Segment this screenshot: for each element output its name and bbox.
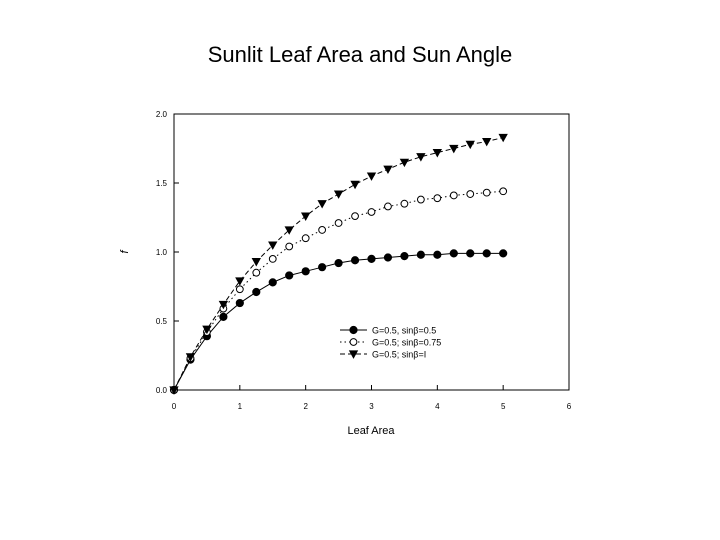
legend-marker [348,350,359,359]
data-point [400,252,409,261]
y-tick-label: 0.5 [156,317,168,326]
data-point [449,144,459,154]
data-point [350,256,360,265]
data-point [251,258,261,267]
legend-marker [349,338,358,346]
data-point [235,298,244,308]
y-tick-label: 0.0 [156,386,168,395]
data-point [350,180,360,190]
data-point [252,268,261,277]
x-tick-label: 1 [238,402,243,411]
data-point [384,202,392,211]
y-tick-label: 1.5 [156,179,168,188]
data-point [268,278,277,287]
data-point [482,137,492,147]
data-point [449,191,458,200]
x-tick-label: 5 [501,402,506,411]
data-point [466,190,475,198]
data-point [268,255,277,263]
y-tick-label: 2.0 [156,110,168,119]
series-2 [170,187,508,394]
data-point [268,241,278,250]
data-point [252,287,261,297]
data-point [433,250,442,259]
data-point [399,158,410,168]
data-point [416,195,425,204]
legend-label: G=0.5; sinβ=I [372,350,426,360]
data-point [433,194,442,203]
data-point [400,199,409,208]
data-point [318,263,327,272]
data-point [284,226,294,235]
y-tick-label: 1.0 [156,248,168,257]
x-axis-label: Leaf Area [347,425,395,437]
data-point [300,212,311,221]
data-point [285,242,294,251]
data-point [416,153,426,162]
data-point [219,312,228,321]
data-point [367,254,376,263]
data-point [416,250,425,259]
data-point [465,140,475,150]
data-point [482,249,491,258]
data-point [499,249,508,258]
x-tick-label: 0 [172,402,177,411]
data-point [466,249,475,258]
legend-label: G=0.5; sinβ=0.75 [372,338,441,348]
legend-marker [349,325,358,335]
data-point [367,208,376,216]
data-point [432,149,443,158]
data-point [333,190,344,199]
data-point [218,300,229,310]
data-point [235,277,245,286]
x-tick-label: 3 [369,402,374,411]
data-point [383,165,393,175]
x-tick-label: 2 [303,402,308,411]
data-point [318,226,327,234]
x-tick-label: 6 [567,402,572,411]
data-point [334,258,343,268]
legend: G=0.5, sinβ=0.5 G=0.5; sinβ=0.75 G=0.5; si… [340,326,441,360]
data-point [351,212,359,221]
y-axis-ticks: 0.0 0.5 1.0 1.5 2.0 [156,110,179,395]
series-3 [169,133,508,395]
series-line [173,252,504,391]
data-point [366,172,377,181]
x-tick-label: 4 [435,402,440,411]
data-point [235,285,244,294]
slide-title: Sunlit Leaf Area and Sun Angle [207,42,513,67]
data-point [285,271,294,280]
data-point [482,188,491,197]
series-line [173,190,504,391]
data-point [317,200,327,209]
x-axis-ticks: 0 1 2 3 4 5 6 [172,385,572,411]
y-axis-label: f [119,250,131,254]
data-point [169,386,179,395]
legend-label: G=0.5, sinβ=0.5 [372,326,436,336]
data-point [449,249,458,258]
series-layer [169,133,508,395]
data-point [334,219,343,227]
data-point [301,267,310,276]
data-point [202,325,212,335]
data-point [185,353,196,362]
series-1 [169,249,508,395]
data-point [301,234,310,243]
data-point [498,133,508,143]
data-point [499,187,508,196]
data-point [383,253,393,262]
